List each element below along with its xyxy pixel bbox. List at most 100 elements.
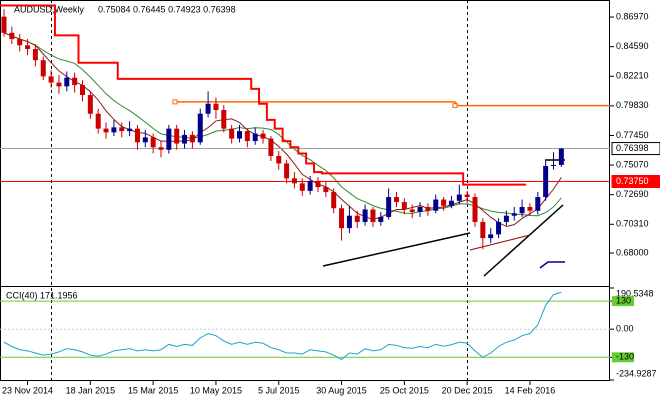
candle-body bbox=[9, 32, 15, 40]
candle-body bbox=[56, 82, 62, 87]
candle-body bbox=[276, 155, 282, 164]
cci-tick-label: -130 bbox=[616, 352, 634, 362]
y-tick-label: 0.86970 bbox=[616, 11, 649, 21]
candle-body bbox=[174, 128, 180, 144]
candle-body bbox=[323, 187, 329, 193]
orange-anchor bbox=[172, 99, 178, 105]
candle-body bbox=[456, 194, 462, 201]
candle-body bbox=[1, 16, 7, 33]
candle-body bbox=[386, 197, 392, 217]
candle-body bbox=[331, 192, 337, 209]
candle-body bbox=[189, 134, 195, 143]
candle-body bbox=[237, 131, 242, 139]
y-tick-label: 0.82210 bbox=[616, 71, 649, 81]
candle-body bbox=[103, 128, 109, 133]
candle-body bbox=[205, 103, 211, 114]
trendline bbox=[469, 234, 531, 251]
x-tick-label: 23 Nov 2014 bbox=[2, 385, 53, 395]
hline-label: 0.76398 bbox=[616, 143, 649, 153]
candle-body bbox=[221, 109, 227, 129]
candle-body bbox=[448, 200, 454, 206]
moving-average bbox=[3, 32, 562, 227]
candle-body bbox=[268, 138, 274, 156]
candle-body bbox=[291, 178, 297, 184]
x-tick-label: 25 Oct 2015 bbox=[380, 385, 429, 395]
candle-body bbox=[527, 207, 533, 211]
y-tick-label: 0.70310 bbox=[616, 219, 649, 229]
candle-body bbox=[307, 180, 313, 191]
candle-body bbox=[362, 209, 368, 222]
hline-label-box bbox=[611, 174, 660, 188]
candle-body bbox=[441, 199, 447, 206]
candle-body bbox=[535, 197, 541, 211]
candle-body bbox=[244, 131, 250, 142]
y-tick-label: 0.79830 bbox=[616, 100, 649, 110]
candle-body bbox=[503, 215, 509, 222]
x-tick-label: 14 Feb 2016 bbox=[505, 385, 556, 395]
candle-body bbox=[472, 197, 478, 222]
x-tick-label: 20 Dec 2015 bbox=[442, 385, 493, 395]
candle-body bbox=[229, 128, 235, 139]
candle-body bbox=[409, 209, 415, 212]
candle-body bbox=[260, 133, 266, 139]
hline-label: 0.73750 bbox=[616, 176, 649, 186]
candle-body bbox=[519, 207, 525, 214]
candle-body bbox=[119, 127, 125, 132]
candle-body bbox=[252, 133, 258, 142]
candle-body bbox=[394, 197, 399, 203]
orange-anchor bbox=[452, 103, 458, 109]
trendline bbox=[483, 204, 564, 277]
candle-body bbox=[72, 77, 78, 86]
chart-title: AUDUSD,Weekly bbox=[14, 4, 84, 14]
candle-body bbox=[197, 113, 203, 143]
candle-body bbox=[370, 209, 376, 222]
cci-tick-label: 0.00 bbox=[616, 324, 634, 334]
candle-body bbox=[40, 60, 46, 77]
stop-line bbox=[0, 4, 526, 186]
hline-label-box bbox=[611, 142, 660, 156]
candle-body bbox=[417, 207, 423, 212]
candle-body bbox=[142, 137, 148, 143]
candle-body bbox=[339, 208, 345, 229]
candle-body bbox=[80, 85, 85, 96]
x-tick-label: 10 May 2015 bbox=[190, 385, 242, 395]
candle-body bbox=[87, 95, 93, 114]
candle-body bbox=[25, 45, 31, 50]
cci-level-box bbox=[612, 296, 634, 307]
candle-body bbox=[433, 199, 439, 211]
y-tick-label: 0.84590 bbox=[616, 41, 649, 51]
candle-body bbox=[127, 128, 133, 132]
cci-line bbox=[3, 291, 562, 361]
x-tick-label: 30 Aug 2015 bbox=[316, 385, 367, 395]
frame bbox=[0, 0, 610, 381]
candle-body bbox=[401, 202, 407, 210]
candle-body bbox=[425, 207, 431, 211]
candle-body bbox=[354, 215, 360, 222]
candle-body bbox=[496, 221, 502, 235]
candle-body bbox=[150, 137, 156, 148]
x-tick-label: 5 Jul 2015 bbox=[258, 385, 300, 395]
candle-body bbox=[346, 215, 352, 229]
candle-body bbox=[95, 113, 101, 129]
ohlc-label: 0.75084 0.76445 0.74923 0.76398 bbox=[98, 4, 236, 14]
candle-body bbox=[17, 39, 23, 46]
cci-tick-label: 190.5348 bbox=[616, 288, 654, 298]
candle-body bbox=[134, 128, 140, 143]
candle-body bbox=[480, 221, 486, 239]
y-tick-label: 0.75070 bbox=[616, 159, 649, 169]
candle-body bbox=[543, 165, 549, 198]
y-tick-label: 0.68000 bbox=[616, 247, 649, 257]
cci-tick-label: 130 bbox=[616, 295, 631, 305]
y-tick-label: 0.77450 bbox=[616, 130, 649, 140]
cci-tick-label: -234.9287 bbox=[616, 368, 657, 378]
candle-body bbox=[213, 103, 219, 110]
candle-body bbox=[315, 180, 321, 188]
candle-body bbox=[511, 213, 517, 216]
y-tick-label: 0.72690 bbox=[616, 189, 649, 199]
x-tick-label: 15 Mar 2015 bbox=[128, 385, 179, 395]
candle-body bbox=[284, 163, 290, 179]
trendline bbox=[322, 232, 471, 267]
x-tick-label: 18 Jan 2015 bbox=[66, 385, 116, 395]
candle-body bbox=[166, 128, 172, 150]
